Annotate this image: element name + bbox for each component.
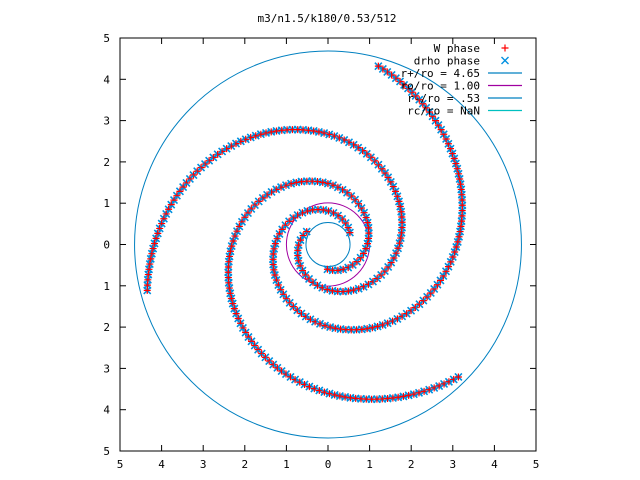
phase-point (396, 233, 405, 243)
y-tick-label: 1 (103, 280, 110, 293)
reference-circle (134, 50, 522, 439)
phase-point (368, 323, 377, 332)
x-tick-label: 0 (325, 458, 332, 471)
phase-point (289, 213, 298, 223)
phase-point (225, 284, 234, 293)
phase-point (267, 127, 276, 136)
phase-point (454, 372, 463, 382)
phase-point (378, 320, 387, 330)
phase-point (320, 388, 329, 397)
phase-point (425, 107, 434, 117)
phase-point (152, 234, 161, 243)
phase-point (368, 277, 378, 286)
phase-point (315, 386, 324, 395)
phase-point (393, 244, 403, 253)
phase-point (224, 278, 233, 287)
x-tick-label: 1 (283, 458, 290, 471)
phase-point (281, 221, 290, 230)
legend-label: rc/ro = NaN (407, 105, 480, 118)
y-tick-label: 3 (103, 115, 110, 128)
y-tick-label: 1 (103, 197, 110, 210)
phase-point (227, 294, 236, 303)
phase-point (320, 321, 330, 330)
x-tick-label: 5 (533, 458, 540, 471)
phase-point (373, 322, 382, 331)
phase-point (287, 179, 296, 188)
legend-label: drho phase (414, 55, 480, 68)
phase-point (402, 309, 411, 318)
phase-point (453, 164, 462, 173)
phase-point (150, 239, 159, 248)
y-tick-label: 4 (103, 73, 110, 86)
phase-point (213, 150, 222, 159)
x-tick-label: 4 (491, 458, 498, 471)
legend-label: W phase (434, 42, 480, 55)
phase-point (335, 391, 344, 401)
chart-title: m3/n1.5/k180/0.53/512 (257, 12, 396, 25)
phase-markers (143, 62, 467, 404)
legend-label: r+/ro = 4.65 (401, 67, 480, 80)
legend-label: r-/ro = .53 (407, 92, 480, 105)
phase-point (330, 131, 339, 141)
phase-point (338, 185, 347, 194)
reference-circle (285, 202, 371, 287)
phase-point (285, 298, 294, 307)
phase-point (265, 356, 274, 366)
y-tick-label: 5 (103, 445, 110, 458)
y-tick-label: 3 (103, 362, 110, 375)
phase-point (431, 116, 440, 125)
phase-point (394, 197, 404, 206)
reference-circle (305, 221, 351, 268)
legend-swatch (501, 56, 509, 65)
x-tick-label: 3 (200, 458, 207, 471)
phase-point (449, 375, 458, 384)
phase-point (143, 286, 152, 295)
phase-point (374, 62, 383, 71)
legend-swatch (501, 44, 509, 52)
phase-point (414, 388, 424, 397)
x-tick-label: 2 (241, 458, 248, 471)
y-tick-label: 4 (103, 404, 110, 417)
y-tick-label: 2 (103, 156, 110, 169)
phase-point (325, 130, 334, 139)
phase-point (251, 131, 260, 140)
y-tick-label: 0 (103, 239, 110, 252)
y-tick-label: 5 (103, 32, 110, 45)
phase-point (407, 88, 416, 97)
phase-point (387, 70, 396, 80)
phase-point (452, 242, 461, 252)
phase-point (229, 236, 238, 246)
phase-point (270, 270, 279, 280)
x-tick-label: 3 (449, 458, 456, 471)
phase-point (256, 130, 265, 139)
x-tick-label: 1 (366, 458, 373, 471)
phase-point (250, 200, 259, 210)
x-tick-label: 5 (117, 458, 124, 471)
phase-point (428, 112, 437, 121)
phase-point (227, 242, 236, 251)
x-tick-label: 4 (158, 458, 165, 471)
phase-point (240, 213, 249, 222)
x-tick-label: 2 (408, 458, 415, 471)
phase-point (243, 208, 252, 218)
phase-point (393, 192, 402, 201)
y-tick-label: 2 (103, 321, 110, 334)
legend-label: ro/ro = 1.00 (401, 80, 480, 93)
phase-point (349, 286, 358, 295)
